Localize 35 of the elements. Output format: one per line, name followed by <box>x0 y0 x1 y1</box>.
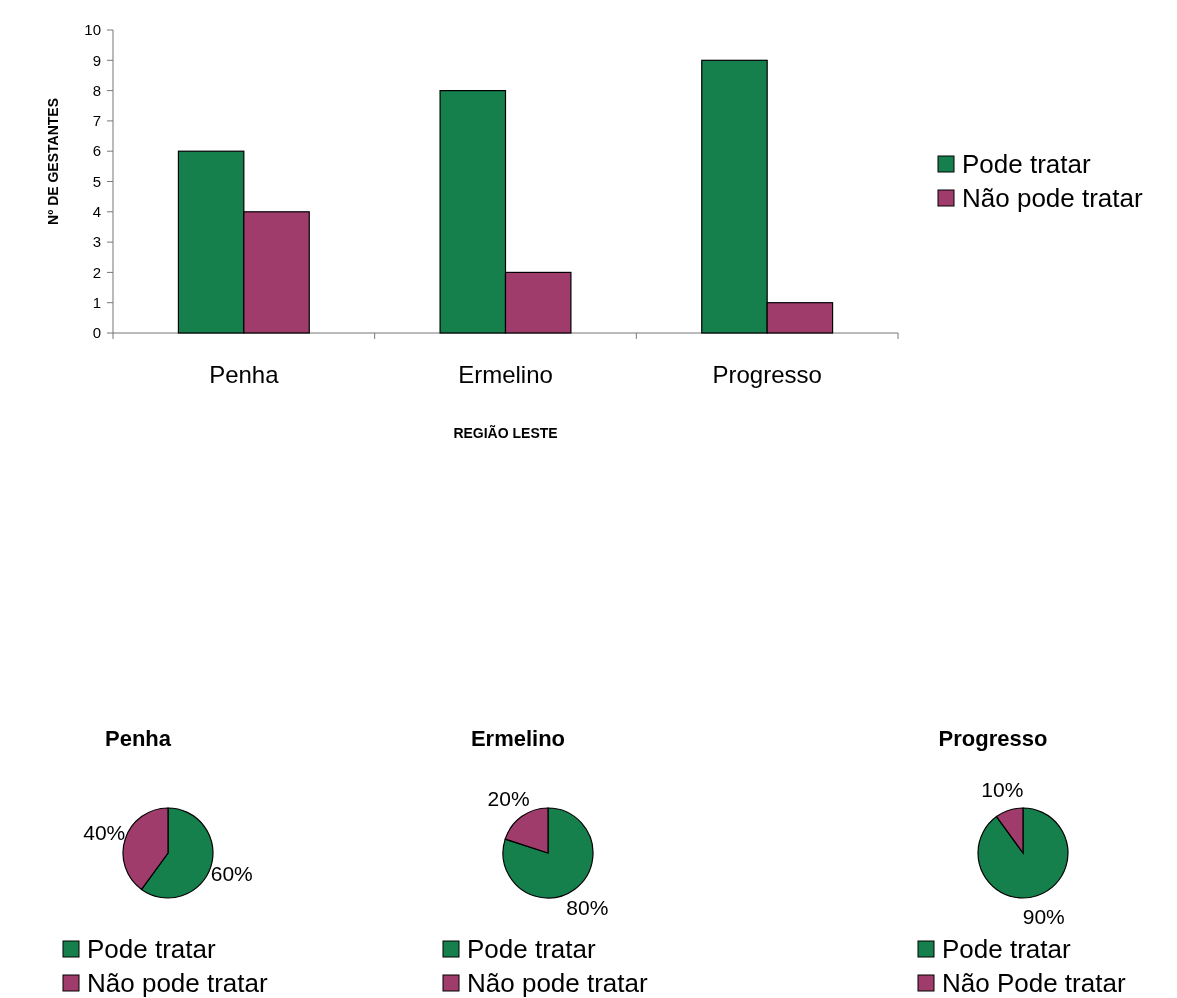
y-tick-label: 9 <box>92 51 101 69</box>
legend-label: Não pode tratar <box>87 968 269 998</box>
data-label: 60% <box>210 862 253 886</box>
x-axis-title: REGIÃO LESTE <box>453 424 558 441</box>
y-tick-label: 1 <box>92 293 101 311</box>
y-axis-title: Nº DE GESTANTES <box>45 98 61 225</box>
y-tick-label: 10 <box>84 21 101 39</box>
x-tick-label: Progresso <box>712 361 822 388</box>
y-tick-label: 7 <box>92 112 101 130</box>
y-tick-label: 4 <box>92 203 101 221</box>
y-tick-label: 8 <box>92 81 101 99</box>
y-tick-label: 2 <box>92 263 101 281</box>
data-label: 80% <box>566 895 609 919</box>
y-tick-label: 6 <box>92 142 101 160</box>
legend-label: Pode tratar <box>467 934 596 964</box>
y-tick-label: 3 <box>92 233 101 251</box>
y-tick-label: 0 <box>92 324 101 342</box>
data-label: 10% <box>981 777 1024 801</box>
pie-slice <box>977 807 1069 899</box>
chart-title: Progresso <box>938 726 1048 751</box>
legend-label: Pode tratar <box>962 149 1091 179</box>
x-tick-label: Ermelino <box>458 361 553 388</box>
legend-label: Não pode tratar <box>962 183 1144 213</box>
legend-label: Não pode tratar <box>467 968 649 998</box>
legend-label: Pode tratar <box>942 934 1071 964</box>
x-tick-label: Penha <box>209 361 280 388</box>
legend-label: Não Pode tratar <box>942 968 1126 998</box>
data-label: 20% <box>487 787 530 811</box>
y-tick-label: 5 <box>92 172 101 190</box>
chart-title: Penha <box>104 726 172 751</box>
pie-slice <box>502 807 594 899</box>
legend-label: Pode tratar <box>87 934 216 964</box>
data-label: 40% <box>83 820 126 844</box>
data-label: 90% <box>1022 905 1065 929</box>
chart-title: Ermelino <box>470 726 566 751</box>
